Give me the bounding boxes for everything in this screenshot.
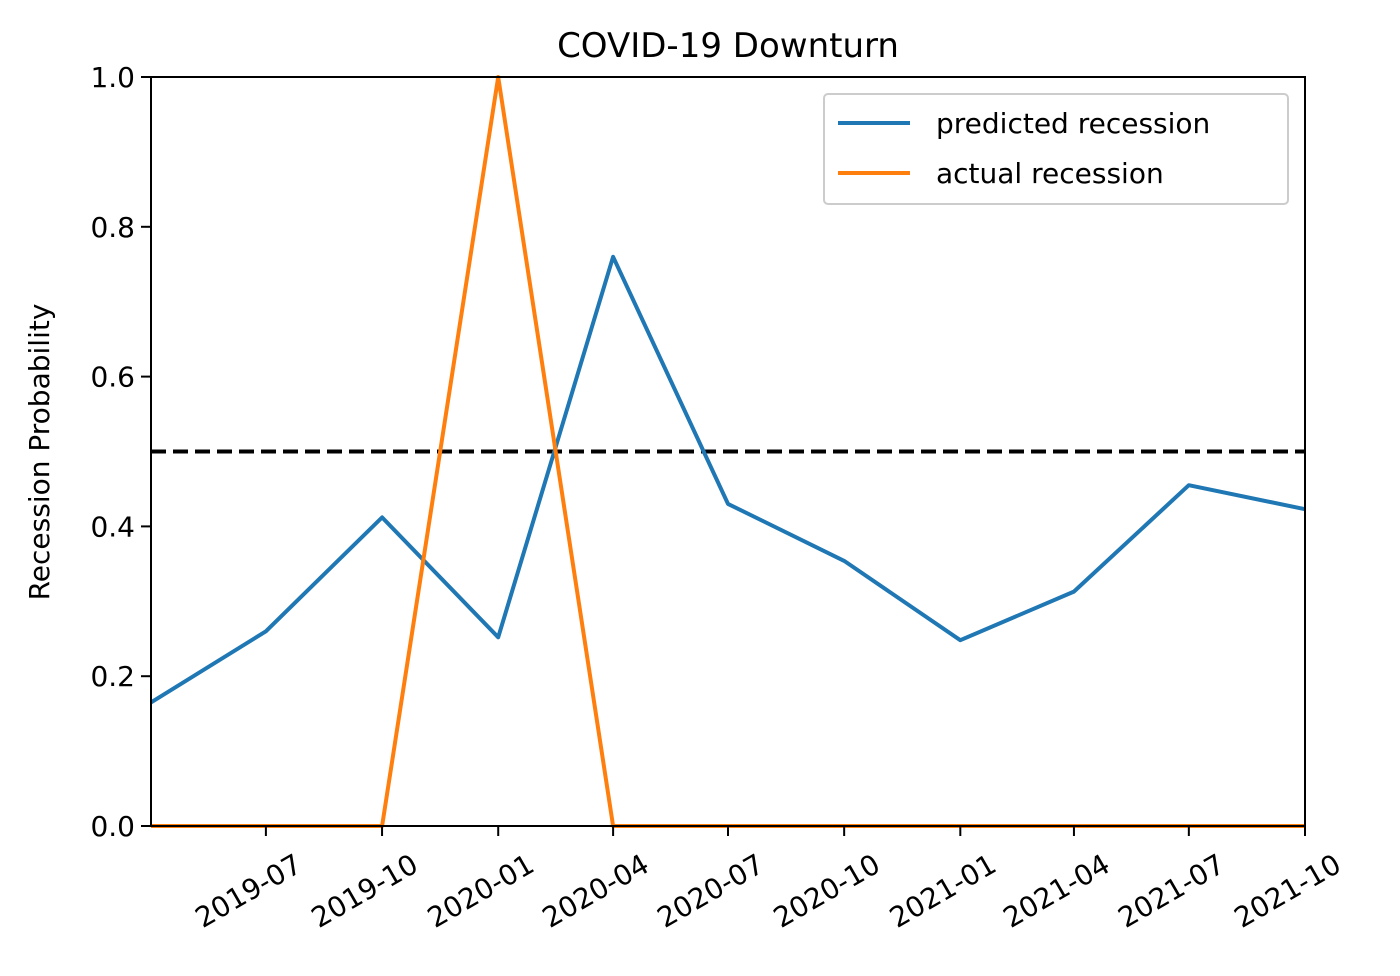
x-axis: 2019-072019-102020-012020-042020-072020-…: [190, 826, 1347, 935]
y-tick-label: 0.8: [90, 211, 135, 244]
y-tick-label: 0.4: [90, 510, 135, 543]
x-tick-label: 2020-01: [422, 847, 540, 934]
x-tick-label: 2020-04: [537, 847, 655, 934]
series-line-1: [149, 254, 1306, 705]
x-tick-label: 2021-01: [884, 847, 1002, 934]
y-axis-label: Recession Probability: [23, 304, 56, 601]
x-tick-label: 2021-07: [1112, 847, 1230, 934]
y-tick-label: 0.2: [90, 660, 135, 693]
x-tick-label: 2020-07: [652, 847, 770, 934]
legend: predicted recession actual recession: [823, 93, 1289, 205]
legend-box: [823, 93, 1289, 205]
y-axis: 0.0 0.2 0.4 0.6 0.8 1.0: [90, 61, 151, 843]
legend-label-2: actual recession: [936, 157, 1164, 190]
x-tick-label: 2020-10: [768, 847, 886, 934]
y-tick-label: 1.0: [90, 61, 135, 94]
x-tick-label: 2021-04: [998, 847, 1116, 934]
y-tick-label: 0.6: [90, 361, 135, 394]
x-tick-label: 2019-10: [306, 847, 424, 934]
legend-label-1: predicted recession: [936, 107, 1210, 140]
y-tick-label: 0.0: [90, 810, 135, 843]
chart-title: COVID-19 Downturn: [557, 26, 899, 66]
x-tick-label: 2019-07: [190, 847, 308, 934]
x-tick-label: 2021-10: [1229, 847, 1347, 934]
